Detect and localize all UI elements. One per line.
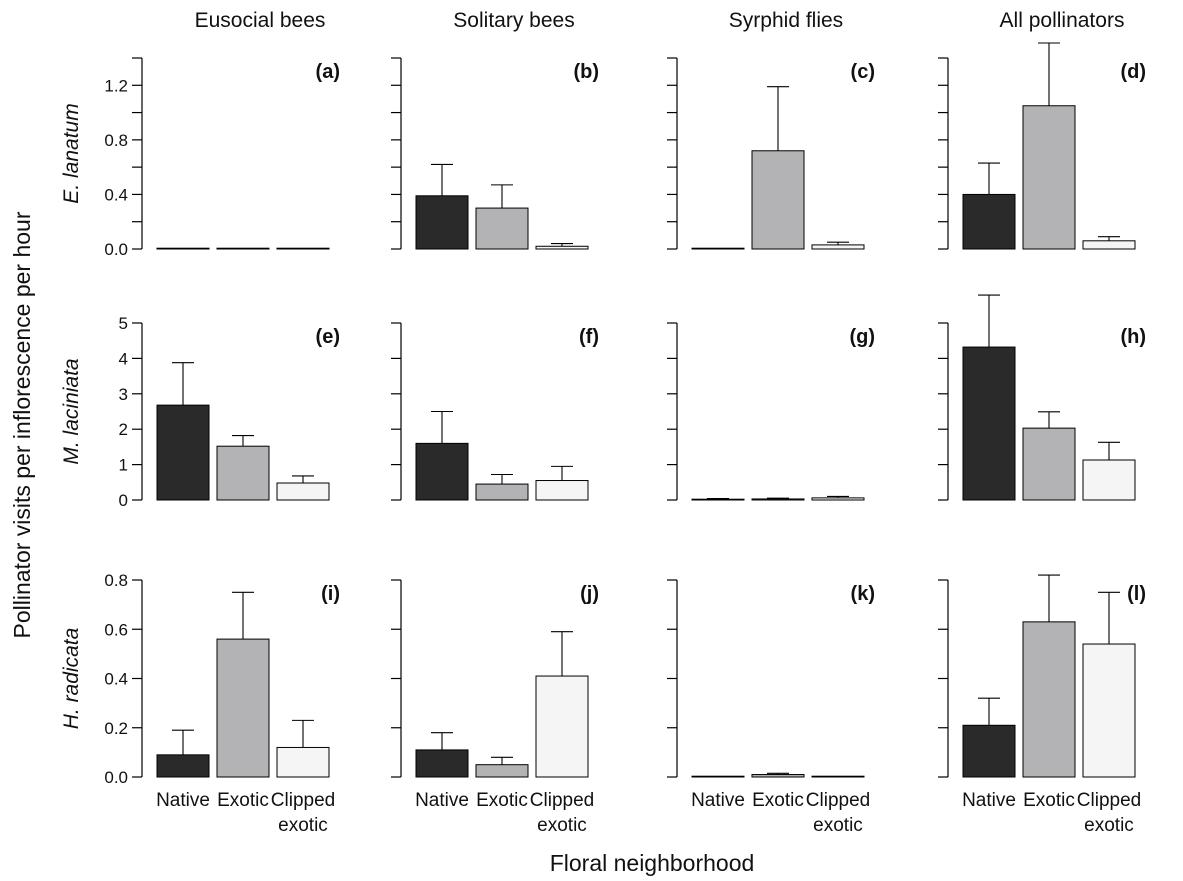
column-title-2: Syrphid flies [729, 9, 843, 32]
panel-0-0-tick-label-0: 0.0 [104, 240, 128, 259]
panel-2-0-category-2-line-1: exotic [278, 815, 328, 836]
panel-0-0-bar-0 [156, 247, 210, 250]
panel-2-0-tick-label-2: 0.4 [104, 670, 128, 689]
panel-2-3-category-2-line-1: exotic [1084, 815, 1134, 836]
panel-2-3-category-2-line-0: Clipped [1077, 790, 1141, 811]
panel-2-1-category-0: Native [415, 790, 469, 811]
panel-1-1-bar-0 [415, 442, 469, 501]
x-axis-label: Floral neighborhood [550, 850, 755, 876]
panel-2-0-tick-label-0: 0.0 [104, 768, 128, 787]
panels-grid: Eusocial bees Solitary bees Syrphid flies A… [60, 9, 1146, 836]
panel-0-1-letter: (b) [573, 61, 599, 83]
panel-1-3-bar-2 [1082, 459, 1136, 501]
panel-1-0-bar-0 [156, 404, 210, 501]
panel-2-2-category-2: Clipped exotic [806, 790, 870, 836]
panel-2-1-category-1: Exotic [476, 790, 528, 811]
row-label-1: M. laciniata [60, 358, 83, 464]
panel-1-0-tick-label-1: 1 [119, 456, 128, 475]
panel-2-2-letter: (k) [851, 583, 875, 605]
panel-2-2-bar-0 [691, 775, 745, 778]
panel-1-0-bar-2 [276, 482, 330, 501]
panel-0-3-bar-0 [962, 193, 1016, 250]
panel-1-2-bar-1 [751, 498, 805, 501]
panel-2-0-bar-1 [216, 638, 270, 778]
panel-2-2-category-2-line-1: exotic [813, 815, 863, 836]
panel-2-3-category-0: Native [962, 790, 1016, 811]
panel-1-2-bar-2 [811, 497, 865, 501]
panel-1-3-bar-1 [1022, 427, 1076, 501]
column-title-3: All pollinators [1000, 9, 1125, 32]
panel-2-2-category-2-line-0: Clipped [806, 790, 870, 811]
panel-2-0-tick-label-3: 0.6 [104, 620, 128, 639]
panel-0-2-bar-0 [691, 247, 745, 250]
panel-2-1-bar-0 [415, 749, 469, 778]
panel-2-0-category-0: Native [156, 790, 210, 811]
panel-2-0-tick-label-4: 0.8 [104, 571, 128, 590]
panel-0-1-bar-2 [535, 245, 589, 250]
row-label-2: H. radicata [60, 628, 83, 730]
panel-1-1-bar-1 [475, 483, 529, 501]
panel-2-1-letter: (j) [580, 583, 599, 605]
panel-2-0-bar-0 [156, 754, 210, 778]
panel-2-0-letter: (i) [321, 583, 340, 605]
panel-1-2-letter: (g) [849, 326, 875, 348]
panel-2-2-bar-1 [751, 774, 805, 778]
panel-1-3-letter: (h) [1120, 326, 1146, 348]
panel-1-0-tick-label-4: 4 [119, 349, 128, 368]
panel-2-2-category-1: Exotic [752, 790, 804, 811]
panel-0-2-letter: (c) [851, 61, 875, 83]
panel-1-0-tick-label-0: 0 [119, 491, 128, 510]
panel-2-2-bar-2 [811, 775, 865, 778]
panel-2-1-category-2-line-0: Clipped [530, 790, 594, 811]
row-label-0: E. lanatum [60, 103, 83, 203]
panel-1-0-tick-label-3: 3 [119, 385, 128, 404]
panel-0-2-bar-2 [811, 244, 865, 250]
panel-0-2-bar-1 [751, 150, 805, 250]
panel-0-0-bar-1 [216, 247, 270, 250]
panel-2-3-category-1: Exotic [1023, 790, 1075, 811]
panel-2-0-category-2-line-0: Clipped [271, 790, 335, 811]
panel-2-0-category-1: Exotic [217, 790, 269, 811]
panel-1-3-bar-0 [962, 346, 1016, 501]
y-axis-label: Pollinator visits per inflorescence per … [9, 211, 35, 638]
panel-1-1-bar-2 [535, 480, 589, 501]
column-title-1: Solitary bees [453, 9, 574, 32]
panel-0-3-letter: (d) [1120, 61, 1146, 83]
panel-2-3-letter: (l) [1127, 583, 1146, 605]
panel-2-3-bar-1 [1022, 621, 1076, 778]
panel-2-0-category-2: Clipped exotic [271, 790, 335, 836]
panel-2-0-tick-label-1: 0.2 [104, 719, 128, 738]
panel-0-0-tick-label-3: 1.2 [104, 76, 128, 95]
panel-0-3-bar-2 [1082, 240, 1136, 250]
panel-0-0-tick-label-1: 0.4 [104, 185, 128, 204]
panel-0-0-letter: (a) [316, 61, 340, 83]
panel-1-0-tick-label-5: 5 [119, 314, 128, 333]
panel-2-1-category-2-line-1: exotic [537, 815, 587, 836]
panel-2-3-bar-2 [1082, 643, 1136, 778]
panel-2-1-category-2: Clipped exotic [530, 790, 594, 836]
panel-2-0-bar-2 [276, 746, 330, 778]
panel-2-3-bar-0 [962, 724, 1016, 778]
column-title-0: Eusocial bees [195, 9, 326, 32]
panel-1-0-tick-label-2: 2 [119, 420, 128, 439]
panel-1-0-letter: (e) [316, 326, 340, 348]
panel-2-1-bar-1 [475, 764, 529, 778]
panel-1-1-letter: (f) [579, 326, 599, 348]
panel-0-0-bar-2 [276, 247, 330, 250]
panel-2-3-category-2: Clipped exotic [1077, 790, 1141, 836]
panel-0-1-bar-1 [475, 207, 529, 250]
panel-0-0-tick-label-2: 0.8 [104, 131, 128, 150]
panel-0-3-bar-1 [1022, 105, 1076, 250]
panel-1-0-bar-1 [216, 445, 270, 501]
panel-2-2-category-0: Native [691, 790, 745, 811]
panel-0-1-bar-0 [415, 195, 469, 250]
panel-2-1-bar-2 [535, 675, 589, 778]
panel-1-2-bar-0 [691, 498, 745, 501]
